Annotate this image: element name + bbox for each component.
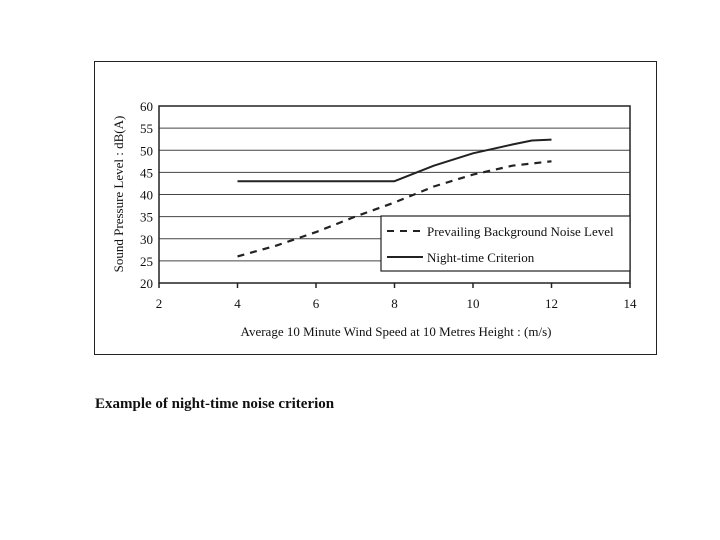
- background-noise-line: [237, 160, 552, 258]
- x-tick-label: 4: [234, 296, 241, 311]
- x-tick-label: 2: [156, 296, 163, 311]
- x-tick-label: 8: [391, 296, 398, 311]
- y-tick-label: 30: [140, 232, 153, 247]
- x-tick-label: 6: [313, 296, 320, 311]
- legend-box: [380, 215, 631, 272]
- night-time-criterion-line: [237, 138, 552, 183]
- x-tick-label: 12: [545, 296, 558, 311]
- series-layer: [237, 138, 552, 258]
- x-axis-title: Average 10 Minute Wind Speed at 10 Metre…: [241, 324, 552, 339]
- y-tick-label: 20: [140, 276, 153, 291]
- x-tick-label: 14: [624, 296, 638, 311]
- legend-label: Prevailing Background Noise Level: [427, 224, 614, 239]
- axis-layer: 20 25 30 35 40 45 50 55 60 2 4 6 8 10 12 14: [140, 99, 637, 311]
- y-axis-title: Sound Pressure Level : dB(A): [111, 116, 126, 273]
- y-tick-label: 50: [140, 143, 153, 158]
- y-tick-label: 60: [140, 99, 153, 114]
- y-tick-label: 40: [140, 188, 153, 203]
- y-tick-label: 55: [140, 121, 153, 136]
- chart-frame: [94, 61, 657, 355]
- legend-label: Night-time Criterion: [427, 250, 535, 265]
- y-tick-label: 45: [140, 165, 153, 180]
- figure-caption: Example of night-time noise criterion: [95, 396, 335, 412]
- y-tick-label: 25: [140, 254, 153, 269]
- y-tick-label: 35: [140, 210, 153, 225]
- x-tick-label: 10: [467, 296, 480, 311]
- legend: Prevailing Background Noise Level Night-t…: [380, 215, 631, 272]
